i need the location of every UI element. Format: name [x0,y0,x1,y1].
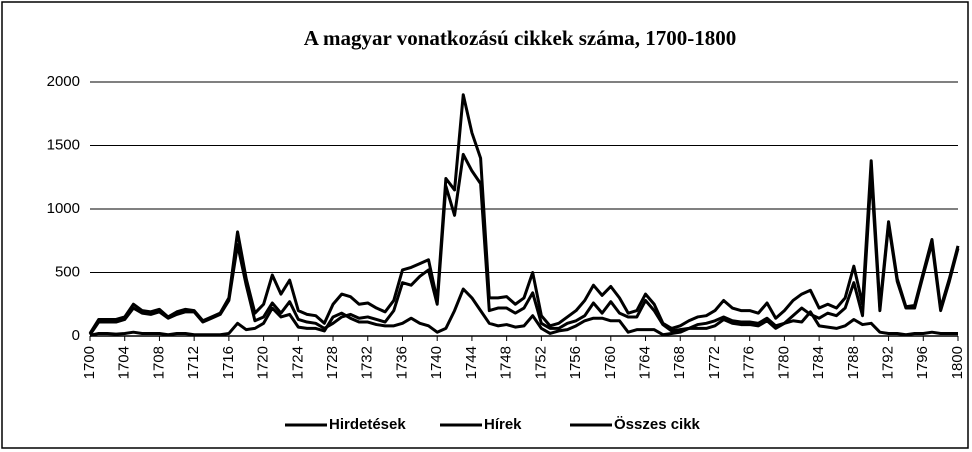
x-tick-label: 1700 [81,346,98,379]
x-tick-label: 1776 [741,346,758,379]
x-tick-label: 1708 [150,346,167,379]
x-tick-label: 1796 [914,346,931,379]
x-tick-label: 1732 [359,346,376,379]
y-tick-label: 1500 [47,136,80,153]
x-tick-label: 1792 [880,346,897,379]
x-tick-label: 1724 [289,346,306,379]
x-tick-label: 1748 [498,346,515,379]
x-tick-label: 1764 [636,346,653,379]
y-tick-label: 1000 [47,200,80,217]
x-tick-label: 1740 [428,346,445,379]
x-tick-label: 1768 [671,346,688,379]
y-tick-label: 2000 [47,73,80,90]
x-tick-label: 1716 [220,346,237,379]
x-tick-label: 1712 [185,346,202,379]
legend-label: Összes cikk [614,416,701,433]
legend-label: Hírek [484,416,522,433]
x-tick-label: 1788 [845,346,862,379]
chart-title: A magyar vonatkozású cikkek száma, 1700-… [304,26,736,50]
x-tick-label: 1704 [116,346,133,379]
x-tick-label: 1772 [706,346,723,379]
x-tick-label: 1728 [324,346,341,379]
x-tick-label: 1720 [255,346,272,379]
x-tick-label: 1800 [949,346,966,379]
x-tick-label: 1784 [810,346,827,379]
x-tick-label: 1744 [463,346,480,379]
y-tick-label: 0 [72,327,80,344]
x-tick-label: 1756 [567,346,584,379]
y-tick-label: 500 [55,263,80,280]
series-line [88,93,960,335]
x-tick-label: 1780 [775,346,792,379]
legend-label: Hirdetések [329,416,406,433]
x-tick-label: 1752 [532,346,549,379]
x-tick-label: 1736 [393,346,410,379]
x-tick-label: 1760 [602,346,619,379]
